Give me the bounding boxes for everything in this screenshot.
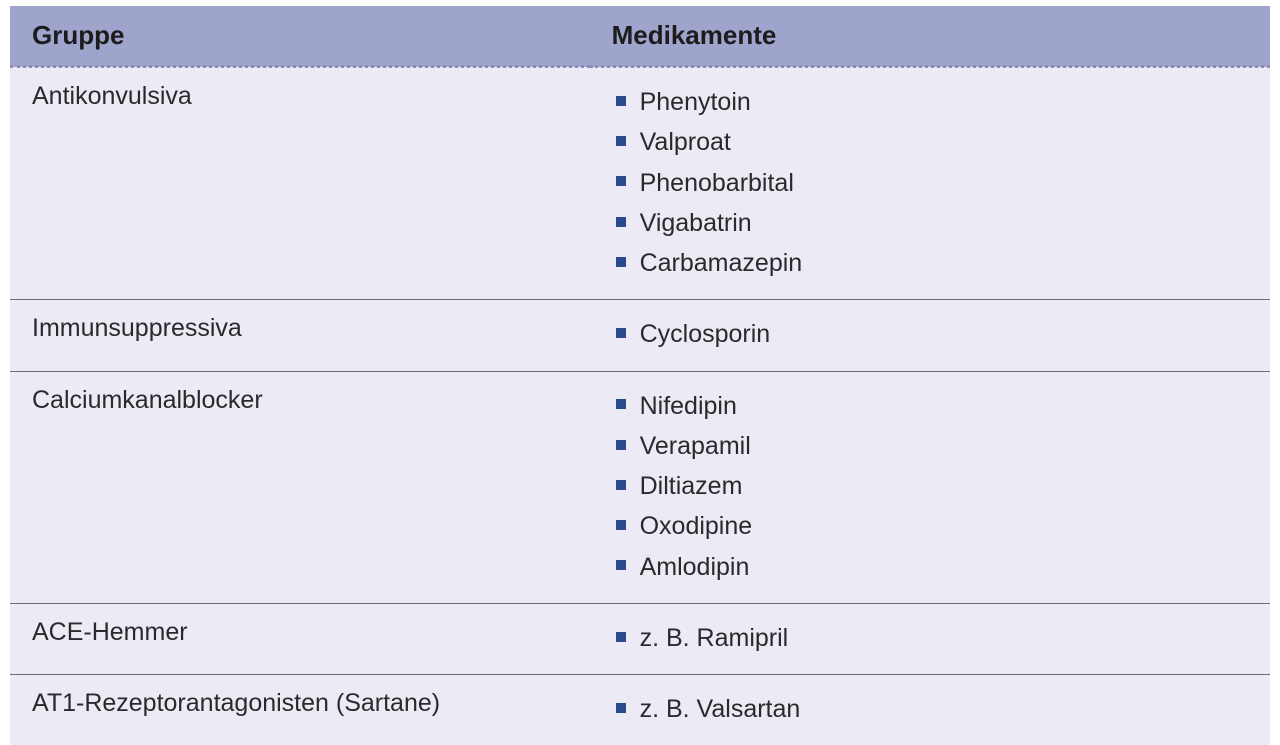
medication-list: Cyclosporin bbox=[612, 314, 1248, 354]
medication-item: z. B. Ramipril bbox=[640, 618, 1248, 658]
table-row: AT1-Rezeptorantagonisten (Sartane) z. B.… bbox=[10, 675, 1270, 745]
medication-groups-table: Gruppe Medikamente Antikonvulsiva Phenyt… bbox=[10, 6, 1270, 745]
medications-cell: z. B. Valsartan bbox=[590, 675, 1270, 745]
group-cell: Immunsuppressiva bbox=[10, 300, 590, 371]
group-cell: ACE-Hemmer bbox=[10, 603, 590, 674]
table-row: Antikonvulsiva Phenytoin Valproat Phenob… bbox=[10, 67, 1270, 300]
medication-list: Phenytoin Valproat Phenobarbital Vigabat… bbox=[612, 82, 1248, 283]
medication-list: z. B. Valsartan bbox=[612, 689, 1248, 729]
medication-item: Carbamazepin bbox=[640, 243, 1248, 283]
medication-item: Verapamil bbox=[640, 426, 1248, 466]
table-row: ACE-Hemmer z. B. Ramipril bbox=[10, 603, 1270, 674]
medication-item: Phenobarbital bbox=[640, 163, 1248, 203]
group-cell: Antikonvulsiva bbox=[10, 67, 590, 300]
medication-list: Nifedipin Verapamil Diltiazem Oxodipine … bbox=[612, 386, 1248, 587]
medication-list: z. B. Ramipril bbox=[612, 618, 1248, 658]
medication-item: z. B. Valsartan bbox=[640, 689, 1248, 729]
medication-item: Nifedipin bbox=[640, 386, 1248, 426]
table-body: Antikonvulsiva Phenytoin Valproat Phenob… bbox=[10, 67, 1270, 745]
medication-item: Valproat bbox=[640, 122, 1248, 162]
column-header-group: Gruppe bbox=[10, 6, 590, 67]
medication-item: Cyclosporin bbox=[640, 314, 1248, 354]
group-cell: Calciumkanalblocker bbox=[10, 371, 590, 603]
table-header-row: Gruppe Medikamente bbox=[10, 6, 1270, 67]
column-header-medications: Medikamente bbox=[590, 6, 1270, 67]
medications-cell: z. B. Ramipril bbox=[590, 603, 1270, 674]
group-cell: AT1-Rezeptorantagonisten (Sartane) bbox=[10, 675, 590, 745]
medication-item: Phenytoin bbox=[640, 82, 1248, 122]
table-row: Immunsuppressiva Cyclosporin bbox=[10, 300, 1270, 371]
medications-cell: Phenytoin Valproat Phenobarbital Vigabat… bbox=[590, 67, 1270, 300]
medication-item: Amlodipin bbox=[640, 547, 1248, 587]
medication-item: Diltiazem bbox=[640, 466, 1248, 506]
medication-item: Oxodipine bbox=[640, 506, 1248, 546]
table-row: Calciumkanalblocker Nifedipin Verapamil … bbox=[10, 371, 1270, 603]
medications-cell: Nifedipin Verapamil Diltiazem Oxodipine … bbox=[590, 371, 1270, 603]
medication-item: Vigabatrin bbox=[640, 203, 1248, 243]
medications-cell: Cyclosporin bbox=[590, 300, 1270, 371]
